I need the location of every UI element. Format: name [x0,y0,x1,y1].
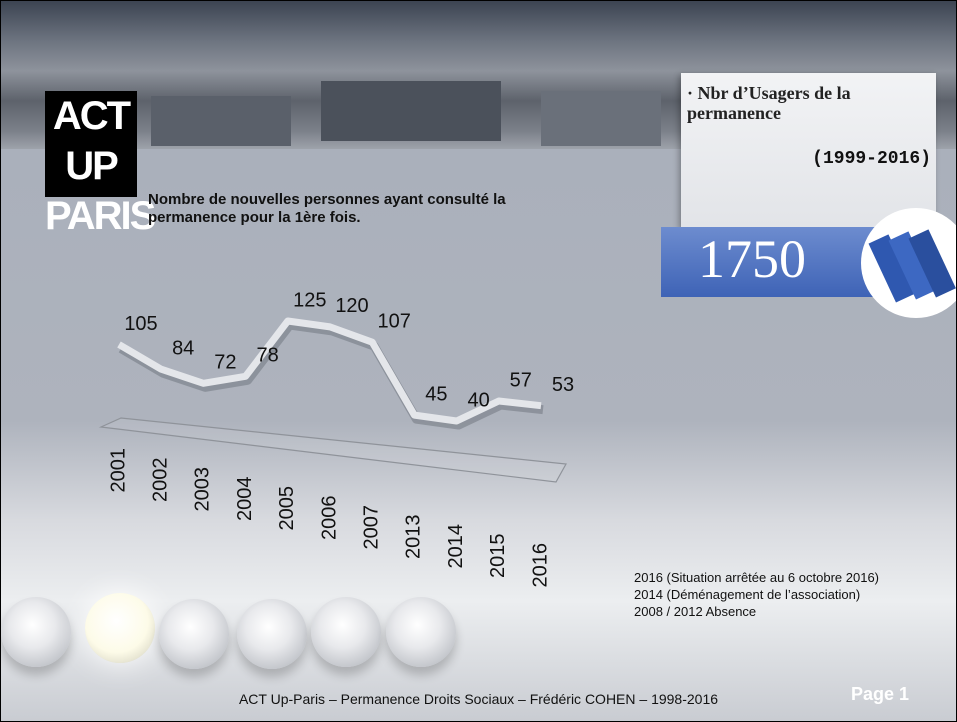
data-label: 57 [510,369,532,391]
data-line [117,317,542,425]
chart-subtitle: Nombre de nouvelles personnes ayant cons… [148,191,506,226]
x-tick-label: 2001 [107,448,129,493]
plot: 105 84 72 78 125 120 107 45 40 57 53 2001 2002 2003 20… [107,289,574,587]
data-label: 84 [172,338,194,360]
notes: 2016 (Situation arrêtée au 6 octobre 201… [634,569,879,620]
roof [151,96,291,146]
note: 2016 (Situation arrêtée au 6 octobre 201… [634,570,880,585]
footer: ACT Up-Paris – Permanence Droits Sociaux… [238,691,719,707]
roof [321,81,501,141]
data-label: 53 [552,374,574,396]
panel-title: · Nbr d’Usagers de la permanence [687,83,851,123]
x-tick-label: 2003 [192,467,214,512]
x-tick-label: 2015 [487,534,509,579]
panel-period: (1999-2016) [812,149,931,169]
x-tick-label: 2006 [318,496,340,541]
panel [681,73,936,228]
chart-floor [98,417,567,483]
sphere [159,599,229,669]
x-tick-label: 2013 [403,515,425,560]
sphere [386,597,456,667]
data-label: 40 [467,389,489,411]
binder [908,229,956,298]
data-label: 125 [293,289,326,311]
x-tick-label: 2016 [529,543,551,588]
data-label: 105 [124,313,157,335]
note: 2008 / 2012 Absence [634,604,757,619]
logo-line: ACT UP [52,94,131,188]
data-label: 78 [256,345,278,367]
binder [868,234,916,303]
data-label: 45 [425,383,447,405]
sphere [311,597,381,667]
x-tick-label: 2004 [234,477,256,522]
note: 2014 (Déménagement de l’association) [634,587,861,602]
x-tick-label: 2007 [360,505,382,550]
x-tick-label: 2014 [445,524,467,569]
x-tick-label: 2005 [276,486,298,531]
logo: ACT UP PARIS [45,91,156,238]
binder [888,231,936,300]
page-number: Page 1 [851,684,910,704]
data-label: 72 [214,352,236,374]
total-value: 1750 [698,229,806,289]
data-label: 107 [378,310,411,332]
data-label: 120 [335,295,368,317]
sphere [85,593,155,663]
sphere [1,597,71,667]
sphere [237,599,307,669]
x-tick-label: 2002 [149,458,171,503]
roof [541,91,661,146]
